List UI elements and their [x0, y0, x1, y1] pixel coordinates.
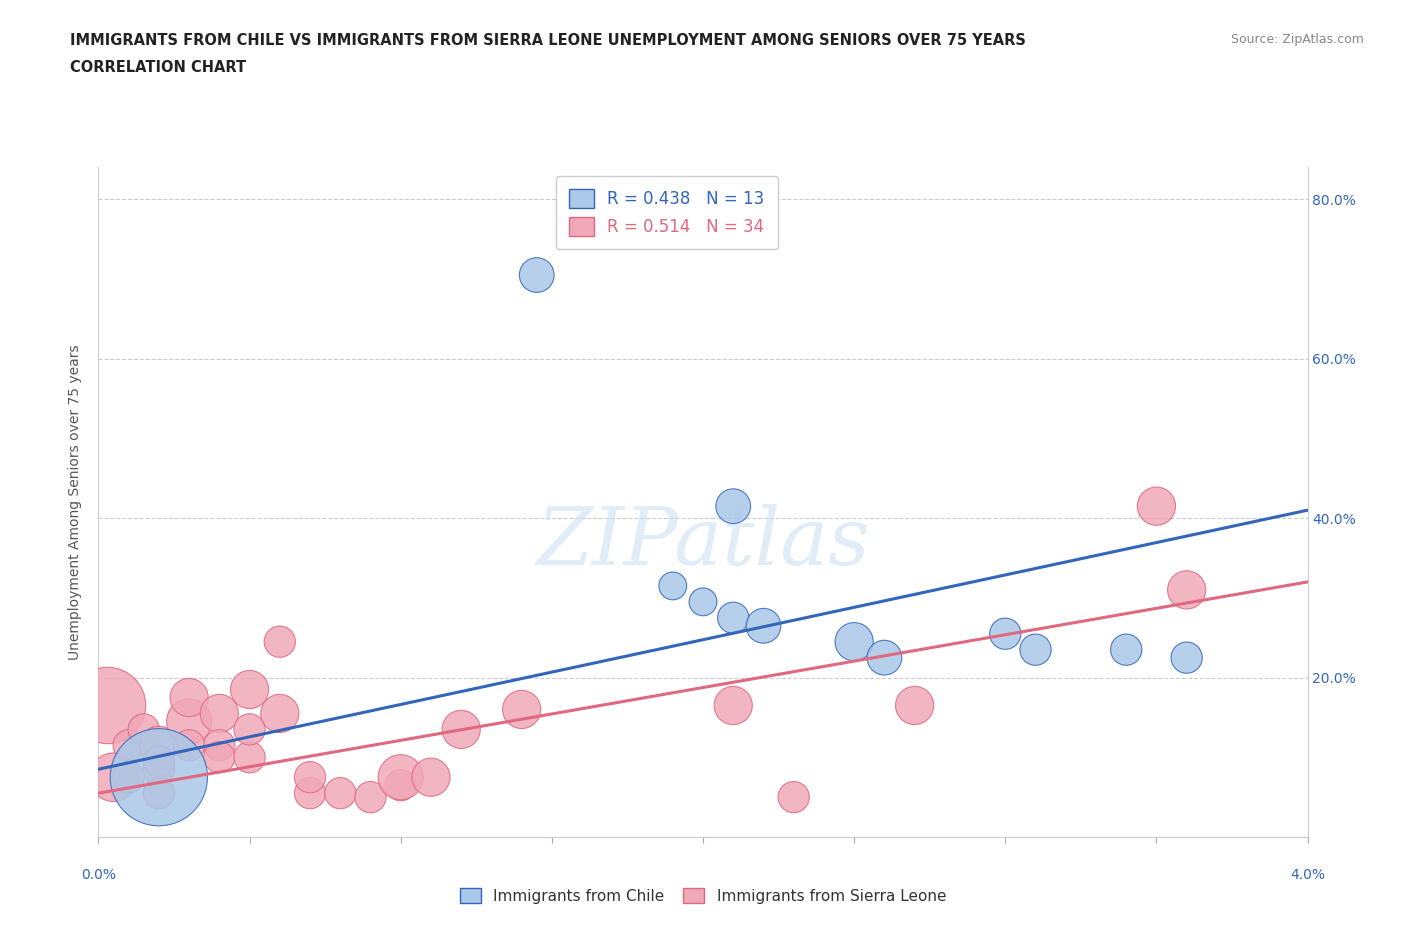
Point — [118, 770, 141, 785]
Point — [526, 268, 548, 283]
Point — [148, 762, 170, 777]
Point — [873, 650, 896, 665]
Point — [389, 777, 412, 792]
Point — [329, 786, 352, 801]
Point — [360, 790, 382, 804]
Point — [450, 722, 472, 737]
Point — [269, 706, 291, 721]
Point — [752, 618, 775, 633]
Point — [148, 737, 170, 752]
Point — [994, 626, 1017, 641]
Point — [239, 682, 262, 697]
Point — [96, 698, 118, 713]
Point — [1146, 498, 1168, 513]
Legend: Immigrants from Chile, Immigrants from Sierra Leone: Immigrants from Chile, Immigrants from S… — [454, 882, 952, 910]
Point — [239, 722, 262, 737]
Point — [269, 634, 291, 649]
Point — [148, 786, 170, 801]
Point — [103, 770, 125, 785]
Point — [208, 737, 231, 752]
Point — [239, 750, 262, 764]
Text: Source: ZipAtlas.com: Source: ZipAtlas.com — [1230, 33, 1364, 46]
Point — [1175, 582, 1198, 597]
Point — [692, 594, 714, 609]
Point — [904, 698, 927, 713]
Point — [1115, 643, 1137, 658]
Point — [299, 786, 322, 801]
Point — [1025, 643, 1047, 658]
Point — [148, 754, 170, 769]
Point — [179, 714, 201, 729]
Point — [783, 790, 806, 804]
Point — [179, 690, 201, 705]
Text: IMMIGRANTS FROM CHILE VS IMMIGRANTS FROM SIERRA LEONE UNEMPLOYMENT AMONG SENIORS: IMMIGRANTS FROM CHILE VS IMMIGRANTS FROM… — [70, 33, 1026, 47]
Point — [179, 737, 201, 752]
Y-axis label: Unemployment Among Seniors over 75 years: Unemployment Among Seniors over 75 years — [69, 344, 83, 660]
Point — [420, 770, 443, 785]
Text: 4.0%: 4.0% — [1291, 868, 1324, 882]
Point — [1175, 650, 1198, 665]
Text: ZIPatlas: ZIPatlas — [536, 504, 870, 581]
Text: 0.0%: 0.0% — [82, 868, 115, 882]
Point — [723, 698, 745, 713]
Point — [723, 610, 745, 625]
Point — [118, 737, 141, 752]
Point — [723, 498, 745, 513]
Point — [389, 770, 412, 785]
Point — [132, 722, 155, 737]
Text: CORRELATION CHART: CORRELATION CHART — [70, 60, 246, 75]
Point — [208, 750, 231, 764]
Point — [148, 770, 170, 785]
Point — [844, 634, 866, 649]
Point — [299, 770, 322, 785]
Point — [662, 578, 685, 593]
Point — [510, 702, 533, 717]
Point — [208, 706, 231, 721]
